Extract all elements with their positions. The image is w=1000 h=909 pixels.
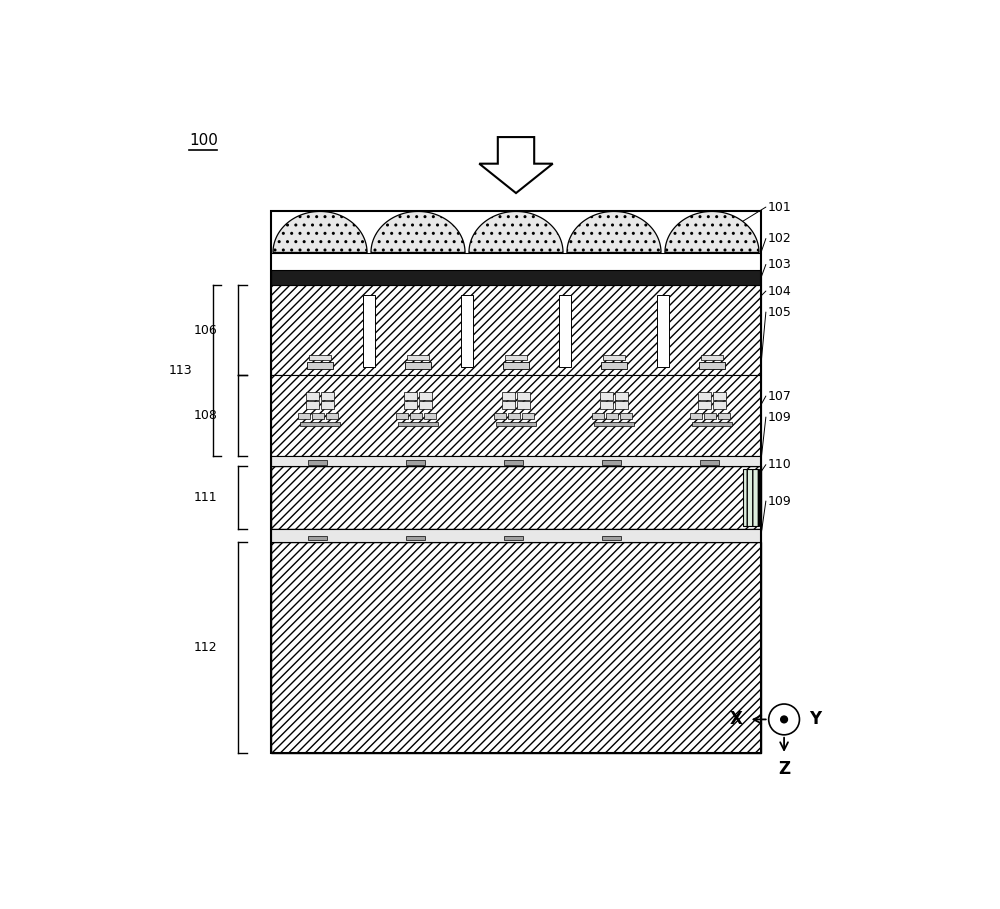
Bar bbox=[698, 401, 711, 409]
Bar bbox=[494, 413, 506, 419]
Text: 100: 100 bbox=[189, 133, 218, 147]
Text: 101: 101 bbox=[768, 201, 792, 214]
Bar bbox=[298, 413, 310, 419]
Bar bbox=[405, 363, 431, 369]
Polygon shape bbox=[371, 212, 465, 253]
Text: 107: 107 bbox=[768, 390, 792, 403]
Bar bbox=[419, 401, 432, 409]
Bar bbox=[718, 413, 730, 419]
Bar bbox=[404, 401, 417, 409]
Bar bbox=[404, 392, 417, 400]
Bar bbox=[690, 413, 702, 419]
Text: 104: 104 bbox=[768, 285, 792, 297]
Bar bbox=[522, 413, 534, 419]
Bar bbox=[406, 536, 425, 540]
Bar bbox=[508, 413, 520, 419]
Text: Y: Y bbox=[809, 711, 821, 728]
Circle shape bbox=[781, 716, 787, 723]
Text: 103: 103 bbox=[768, 258, 792, 271]
Bar bbox=[503, 363, 529, 369]
Bar bbox=[398, 422, 438, 426]
Bar bbox=[601, 363, 627, 369]
Bar bbox=[271, 455, 761, 466]
Text: 105: 105 bbox=[768, 305, 792, 318]
Bar bbox=[502, 392, 515, 400]
Text: 110: 110 bbox=[768, 458, 792, 471]
Bar bbox=[306, 401, 319, 409]
Polygon shape bbox=[665, 212, 759, 253]
Bar bbox=[271, 285, 761, 375]
Circle shape bbox=[769, 704, 799, 734]
Bar bbox=[271, 270, 761, 285]
Bar bbox=[517, 401, 530, 409]
Text: 111: 111 bbox=[194, 491, 217, 504]
Bar bbox=[594, 422, 634, 426]
Bar bbox=[419, 392, 432, 400]
Bar bbox=[713, 401, 726, 409]
Bar bbox=[606, 413, 618, 419]
Bar bbox=[620, 413, 632, 419]
Bar bbox=[271, 375, 761, 455]
Bar bbox=[699, 363, 725, 369]
Bar bbox=[308, 536, 327, 540]
Bar bbox=[424, 413, 436, 419]
Bar bbox=[701, 355, 723, 360]
Bar bbox=[600, 392, 613, 400]
Polygon shape bbox=[567, 212, 661, 253]
Bar bbox=[615, 392, 628, 400]
Bar bbox=[713, 392, 726, 400]
Bar bbox=[309, 355, 331, 360]
Bar bbox=[312, 413, 324, 419]
Polygon shape bbox=[479, 137, 553, 193]
Bar bbox=[308, 461, 327, 464]
Bar bbox=[692, 422, 732, 426]
Bar bbox=[396, 413, 408, 419]
Text: 109: 109 bbox=[768, 411, 792, 424]
Bar bbox=[600, 401, 613, 409]
Bar bbox=[496, 422, 536, 426]
Bar bbox=[306, 392, 319, 400]
Bar bbox=[743, 469, 759, 526]
Text: X: X bbox=[730, 711, 743, 728]
Text: 106: 106 bbox=[193, 324, 217, 336]
Bar bbox=[363, 295, 375, 366]
Text: 112: 112 bbox=[194, 641, 217, 654]
Text: Z: Z bbox=[778, 760, 790, 778]
Bar bbox=[271, 211, 761, 753]
Bar bbox=[326, 413, 338, 419]
Bar bbox=[700, 461, 719, 464]
Bar bbox=[504, 461, 523, 464]
Bar bbox=[657, 295, 669, 366]
Text: 109: 109 bbox=[768, 494, 792, 507]
Bar bbox=[615, 401, 628, 409]
Bar bbox=[321, 392, 334, 400]
Bar bbox=[602, 461, 621, 464]
Bar bbox=[271, 466, 761, 529]
Bar bbox=[603, 355, 625, 360]
Bar bbox=[592, 413, 604, 419]
Bar bbox=[271, 542, 761, 753]
Bar bbox=[307, 363, 333, 369]
Text: 108: 108 bbox=[193, 409, 217, 422]
Bar bbox=[300, 422, 340, 426]
Bar bbox=[410, 413, 422, 419]
Bar bbox=[271, 529, 761, 542]
Bar bbox=[461, 295, 473, 366]
Bar bbox=[321, 401, 334, 409]
Text: 102: 102 bbox=[768, 232, 792, 245]
Bar bbox=[517, 392, 530, 400]
Polygon shape bbox=[469, 212, 563, 253]
Bar bbox=[502, 401, 515, 409]
Bar bbox=[504, 536, 523, 540]
Bar bbox=[698, 392, 711, 400]
Text: 113: 113 bbox=[168, 364, 192, 377]
Polygon shape bbox=[273, 212, 367, 253]
Bar bbox=[602, 536, 621, 540]
Bar bbox=[407, 355, 429, 360]
Bar bbox=[406, 461, 425, 464]
Bar bbox=[704, 413, 716, 419]
Bar bbox=[505, 355, 527, 360]
Bar bbox=[559, 295, 571, 366]
